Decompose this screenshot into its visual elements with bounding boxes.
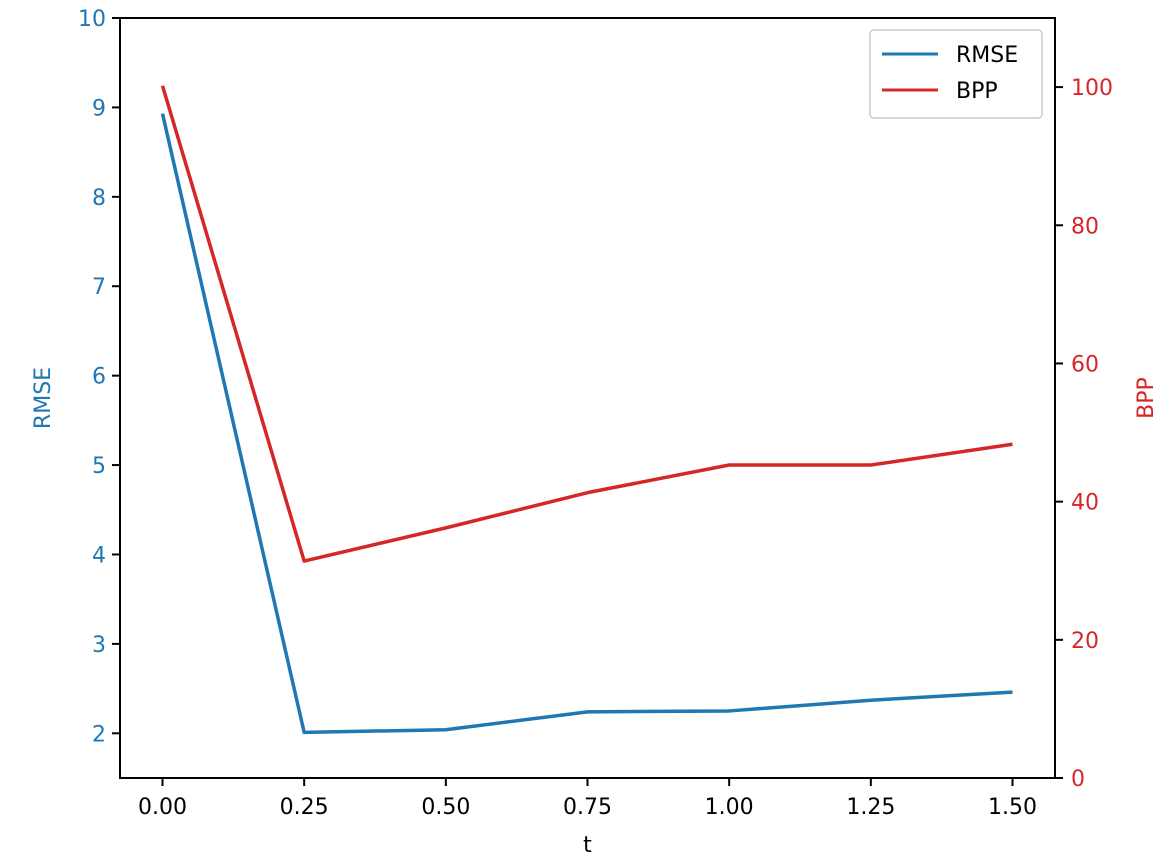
y-right-tick-label: 60 <box>1071 352 1099 377</box>
y-right-tick-label: 0 <box>1071 767 1085 792</box>
y-right-axis: 0 20 40 60 80 100 <box>1055 76 1113 792</box>
series-layer <box>160 85 1013 735</box>
y-left-tick-label: 6 <box>92 365 106 390</box>
y-left-tick-label: 7 <box>92 275 106 300</box>
y-right-axis-label: BPP <box>1134 377 1159 419</box>
x-tick-label: 0.00 <box>138 795 187 820</box>
y-left-axis: 2 3 4 5 6 7 8 9 10 <box>78 7 120 747</box>
x-tick-label: 0.75 <box>563 795 612 820</box>
y-right-tick-label: 80 <box>1071 214 1099 239</box>
y-right-tick-label: 100 <box>1071 76 1113 101</box>
series-line-bpp <box>160 85 1013 563</box>
x-axis: 0.00 0.25 0.50 0.75 1.00 1.25 1.50 <box>138 778 1037 820</box>
legend-box <box>869 29 1043 119</box>
legend-label-bpp: BPP <box>956 79 998 104</box>
legend: RMSE BPP <box>869 29 1043 119</box>
x-axis-label: t <box>583 833 592 858</box>
y-left-tick-label: 4 <box>92 543 106 568</box>
x-tick-label: 1.00 <box>705 795 754 820</box>
y-left-tick-label: 10 <box>78 7 106 32</box>
y-right-tick-label: 20 <box>1071 629 1099 654</box>
x-tick-label: 1.50 <box>988 795 1037 820</box>
legend-label-rmse: RMSE <box>956 43 1018 68</box>
y-left-tick-label: 5 <box>92 454 106 479</box>
y-left-tick-label: 9 <box>92 96 106 121</box>
y-left-tick-label: 3 <box>92 633 106 658</box>
y-left-tick-label: 2 <box>92 722 106 747</box>
y-left-tick-label: 8 <box>92 186 106 211</box>
x-tick-label: 1.25 <box>846 795 895 820</box>
y-left-axis-label: RMSE <box>31 367 56 429</box>
series-line-rmse <box>160 113 1013 735</box>
x-tick-label: 0.50 <box>421 795 470 820</box>
x-tick-label: 0.25 <box>280 795 329 820</box>
plot-frame <box>119 17 1056 779</box>
y-right-tick-label: 40 <box>1071 491 1099 516</box>
